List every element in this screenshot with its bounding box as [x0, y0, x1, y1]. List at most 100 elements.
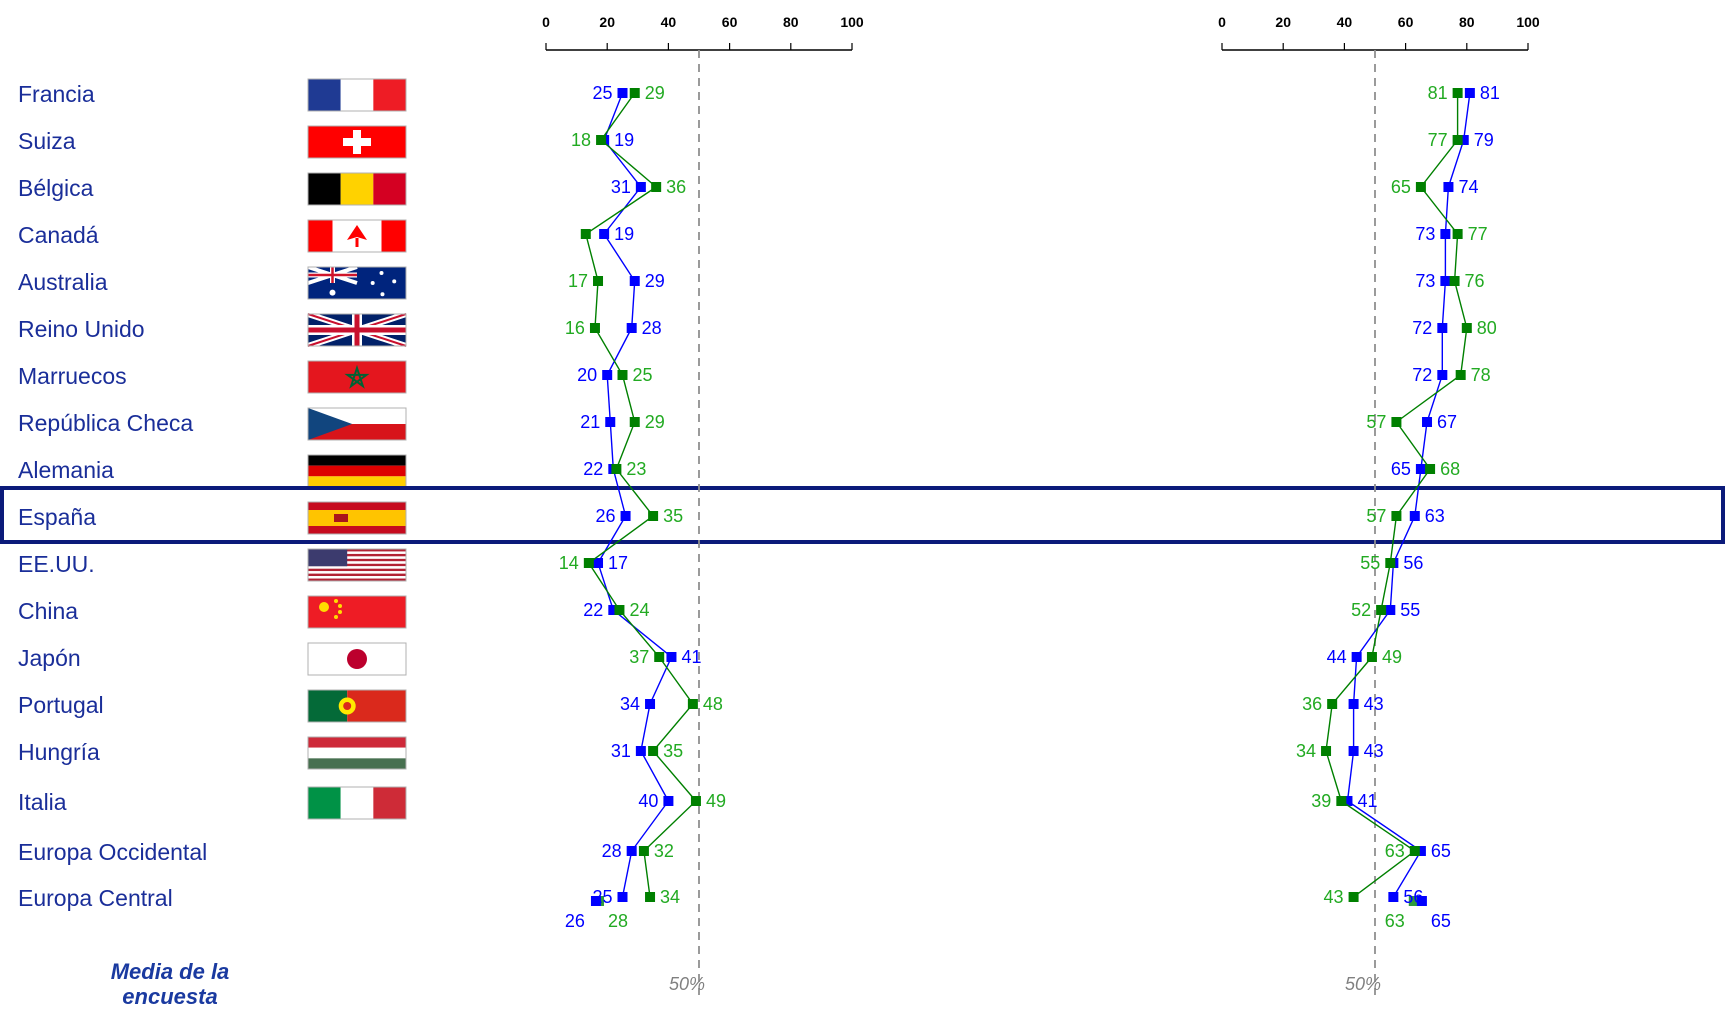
value-label: 81	[1480, 83, 1500, 103]
blue-series-line	[1346, 92, 1471, 898]
survey-average-label: Media de la	[111, 959, 230, 984]
germany-flag-icon	[307, 454, 407, 488]
blue-series-marker	[635, 746, 646, 756]
value-label: 80	[1477, 318, 1497, 338]
blue-series-marker	[629, 276, 640, 286]
value-label: 68	[1440, 459, 1460, 479]
value-label: 41	[681, 647, 701, 667]
blue-series-line	[597, 92, 673, 898]
value-label: 35	[663, 506, 683, 526]
green-series-marker	[629, 88, 640, 98]
x-tick-label: 60	[722, 14, 738, 30]
value-label: 43	[1364, 741, 1384, 761]
average-value-label: 28	[608, 911, 628, 931]
blue-average-marker	[1416, 896, 1427, 906]
average-value-label: 63	[1385, 911, 1405, 931]
green-series-marker	[1348, 892, 1359, 902]
green-series-marker	[1452, 229, 1463, 239]
green-series-marker	[1415, 182, 1426, 192]
value-label: 31	[611, 177, 631, 197]
value-label: 55	[1360, 553, 1380, 573]
country-label: Europa Occidental	[18, 839, 207, 865]
blue-series-marker	[1351, 652, 1362, 662]
value-label: 56	[1403, 553, 1423, 573]
green-series-marker	[1391, 511, 1402, 521]
value-label: 74	[1458, 177, 1478, 197]
blue-average-marker	[590, 896, 601, 906]
value-label: 41	[1357, 791, 1377, 811]
green-series-marker	[1366, 652, 1377, 662]
x-tick-label: 80	[783, 14, 799, 30]
value-label: 14	[559, 553, 579, 573]
value-label: 26	[596, 506, 616, 526]
x-tick-label: 40	[1337, 14, 1353, 30]
green-series-marker	[614, 605, 625, 615]
value-label: 17	[608, 553, 628, 573]
country-label: Canadá	[18, 222, 99, 248]
green-series-marker	[1321, 746, 1332, 756]
value-label: 73	[1415, 224, 1435, 244]
value-label: 49	[1382, 647, 1402, 667]
value-label: 43	[1324, 887, 1344, 907]
blue-series-marker	[1437, 323, 1448, 333]
spain-flag-icon	[307, 501, 407, 535]
italy-flag-icon	[307, 786, 407, 820]
x-tick-label: 20	[1275, 14, 1291, 30]
green-series-marker	[687, 699, 698, 709]
x-tick-label: 40	[661, 14, 677, 30]
value-label: 81	[1428, 83, 1448, 103]
survey-average-label: encuesta	[122, 984, 217, 1009]
x-tick-label: 80	[1459, 14, 1475, 30]
blue-series-marker	[1422, 417, 1433, 427]
highlight-row-box	[0, 486, 1725, 544]
value-label: 43	[1364, 694, 1384, 714]
green-series-line	[1325, 93, 1468, 898]
value-label: 29	[645, 412, 665, 432]
x-tick-label: 20	[599, 14, 615, 30]
green-series-marker	[1409, 846, 1420, 856]
value-label: 52	[1351, 600, 1371, 620]
value-label: 19	[614, 224, 634, 244]
value-label: 44	[1327, 647, 1347, 667]
value-label: 65	[1391, 177, 1411, 197]
blue-series-marker	[626, 846, 637, 856]
green-series-marker	[629, 417, 640, 427]
value-label: 49	[706, 791, 726, 811]
value-label: 78	[1471, 365, 1491, 385]
country-label: Suiza	[18, 128, 76, 154]
country-label: Italia	[18, 789, 67, 815]
green-series-marker	[617, 370, 628, 380]
blue-series-marker	[608, 605, 619, 615]
blue-series-marker	[1464, 88, 1475, 98]
x-tick-label: 0	[542, 14, 550, 30]
green-series-marker	[1336, 796, 1347, 806]
blue-series-marker	[1385, 605, 1396, 615]
blue-series-marker	[1348, 699, 1359, 709]
blue-series-marker	[635, 182, 646, 192]
average-value-label: 65	[1431, 911, 1451, 931]
blue-series-marker	[1440, 229, 1451, 239]
blue-series-marker	[1415, 846, 1426, 856]
value-label: 76	[1465, 271, 1485, 291]
blue-series-marker	[599, 229, 610, 239]
green-series-marker	[1327, 699, 1338, 709]
country-label: Francia	[18, 81, 95, 107]
green-series-line	[584, 92, 697, 898]
value-label: 40	[638, 791, 658, 811]
czech-flag-icon	[307, 407, 407, 441]
green-series-marker	[1452, 88, 1463, 98]
blue-series-marker	[593, 558, 604, 568]
value-label: 32	[654, 841, 674, 861]
value-label: 19	[614, 130, 634, 150]
green-series-marker	[593, 276, 604, 286]
value-label: 36	[1302, 694, 1322, 714]
uk-flag-icon	[307, 311, 407, 349]
blue-series-marker	[663, 796, 674, 806]
usa-flag-icon	[307, 548, 407, 582]
green-series-marker	[648, 746, 659, 756]
value-label: 23	[626, 459, 646, 479]
green-series-marker	[648, 511, 659, 521]
value-label: 63	[1425, 506, 1445, 526]
value-label: 34	[1296, 741, 1316, 761]
value-label: 35	[663, 741, 683, 761]
